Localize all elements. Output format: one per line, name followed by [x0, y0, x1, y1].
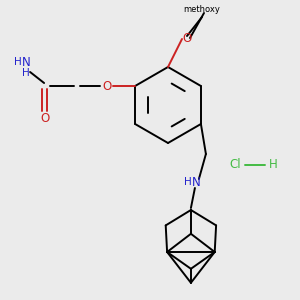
Text: N: N: [22, 56, 31, 68]
Text: O: O: [182, 32, 192, 46]
Text: methoxy: methoxy: [184, 4, 220, 14]
Text: H: H: [22, 68, 30, 78]
Text: O: O: [103, 80, 112, 92]
Text: H: H: [14, 57, 22, 67]
Text: O: O: [40, 112, 50, 125]
Text: H: H: [268, 158, 278, 172]
Text: N: N: [191, 176, 200, 188]
Text: H: H: [184, 177, 192, 187]
Text: Cl: Cl: [229, 158, 241, 172]
